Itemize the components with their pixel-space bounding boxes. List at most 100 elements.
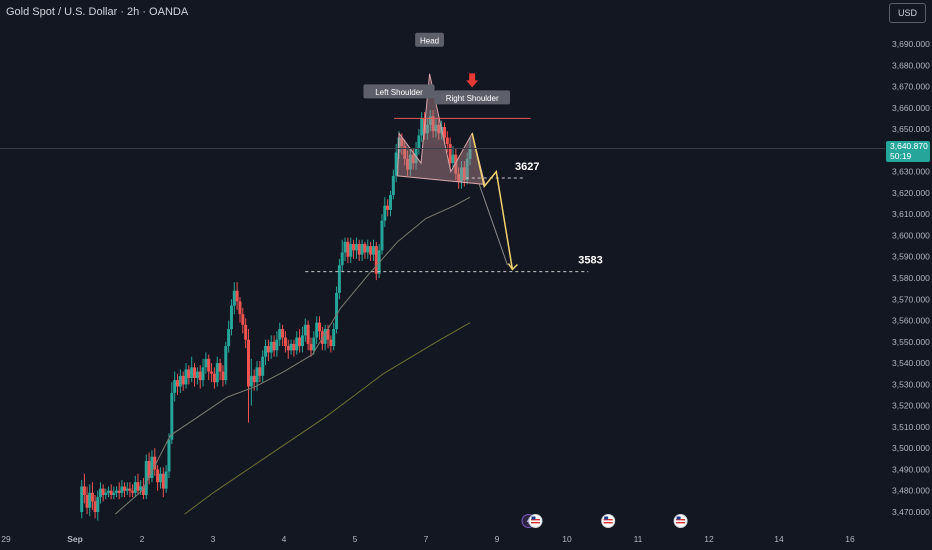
candle-body (272, 341, 276, 351)
candle-body (144, 460, 148, 495)
candle-body (123, 486, 127, 491)
candle-body (400, 137, 404, 147)
y-tick-label: 3,660.000 (892, 103, 930, 113)
candle-body (454, 154, 458, 174)
candle-body (85, 494, 89, 508)
candle-body (161, 473, 165, 489)
candle-body (286, 346, 290, 351)
moving-average-line (114, 196, 471, 515)
candle-body (264, 346, 268, 357)
x-tick-label: 7 (424, 534, 429, 544)
x-tick-label: 29 (1, 534, 11, 544)
event-markers (521, 514, 688, 528)
candle-body (403, 146, 407, 159)
us-flag-icon[interactable] (673, 514, 688, 528)
candle-body (442, 126, 446, 138)
candle-body (204, 358, 208, 368)
candle-body (406, 158, 410, 170)
candle-body (300, 335, 304, 347)
candle-body (156, 469, 160, 483)
bar-countdown: 50:19 (890, 151, 912, 161)
candle-body (141, 486, 145, 495)
candle-body (445, 137, 449, 144)
candle-body (176, 380, 179, 387)
candle-body (312, 337, 316, 351)
flag-canton (604, 516, 609, 520)
candle-body (329, 339, 333, 347)
moving-average-line (184, 322, 471, 515)
candle-body (391, 175, 395, 196)
flag-canton (676, 516, 681, 520)
candle-body (428, 116, 432, 125)
candle-body (117, 490, 121, 493)
candle-body (104, 492, 108, 495)
candle-body (281, 329, 285, 338)
projection-path (471, 133, 514, 270)
candle-body (90, 492, 94, 502)
us-flag-icon[interactable] (528, 514, 543, 528)
candle-body (278, 329, 282, 340)
candle-body (326, 329, 330, 340)
candle-body (170, 392, 174, 440)
candle-body (411, 154, 415, 164)
y-tick-label: 3,570.000 (892, 294, 930, 304)
moving-averages-layer (114, 196, 471, 515)
candle-body (184, 369, 188, 385)
candle-body (195, 371, 199, 378)
candle-body (420, 118, 424, 136)
y-tick-label: 3,600.000 (892, 230, 930, 240)
time-axis[interactable]: 29 Sep 2 3 4 5 7 9 10 11 12 14 16 (1, 534, 855, 544)
candle-body (394, 152, 398, 176)
candle-body (212, 373, 216, 383)
candle-body (451, 154, 455, 164)
candles-layer (80, 109, 472, 521)
x-tick-label: Sep (67, 534, 83, 544)
candle-body (164, 471, 168, 489)
candle-body (349, 243, 353, 257)
price-axis[interactable]: 3,470.000 3,480.000 3,490.000 3,500.000 3,51… (0, 39, 930, 517)
y-tick-label: 3,590.000 (892, 252, 930, 262)
candle-body (383, 205, 387, 221)
pattern-label: Right Shoulder (446, 94, 499, 103)
pattern-label-box (415, 32, 444, 47)
head-and-shoulders-pattern: 3627 3583 Left Shoulder Head Right Shoulder (305, 32, 603, 273)
x-tick-label: 14 (774, 534, 784, 544)
candle-body (221, 371, 225, 381)
x-tick-label: 4 (282, 534, 287, 544)
x-tick-label: 2 (140, 534, 145, 544)
candle-body (224, 346, 228, 381)
candle-body (249, 375, 253, 387)
candle-body (150, 456, 154, 478)
candle-body (153, 456, 157, 470)
candle-body (369, 246, 373, 255)
us-flag-icon[interactable] (601, 514, 616, 528)
projection-guide (478, 184, 508, 266)
candle-body (227, 329, 231, 347)
level-label: 3583 (578, 255, 602, 267)
level-label: 3627 (515, 161, 539, 173)
y-tick-label: 3,630.000 (892, 167, 930, 177)
y-tick-label: 3,520.000 (892, 401, 930, 411)
candle-body (340, 252, 344, 266)
candle-body (374, 246, 378, 274)
candle-body (303, 324, 307, 336)
flag-canton (531, 516, 536, 520)
candle-body (107, 490, 110, 493)
candle-body (298, 337, 302, 347)
x-tick-label: 3 (211, 534, 216, 544)
currency-button[interactable]: USD (889, 3, 926, 23)
candle-body (158, 473, 162, 483)
candle-body (468, 148, 472, 159)
last-price-value: 3,640.870 (890, 141, 928, 151)
candle-body (232, 290, 236, 306)
x-tick-label: 10 (562, 534, 572, 544)
candle-body (80, 486, 84, 512)
candle-body (207, 358, 211, 372)
candle-body (332, 329, 336, 347)
candle-body (125, 488, 129, 491)
projection-arrowhead (507, 263, 518, 271)
y-tick-label: 3,580.000 (892, 273, 930, 283)
candle-body (371, 246, 375, 255)
